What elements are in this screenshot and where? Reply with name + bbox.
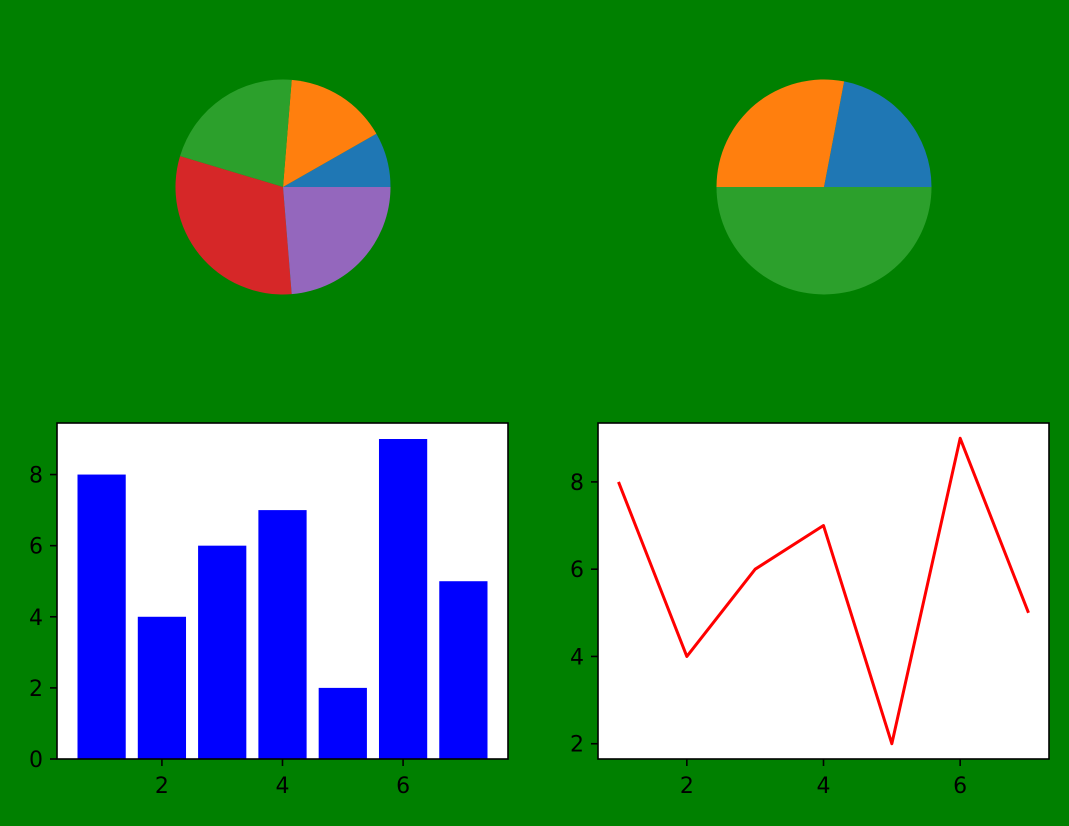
line-chart: 2 4 6 2 4 6 8 <box>570 422 1050 799</box>
bar-1 <box>77 474 126 759</box>
pie-left-slice-3 <box>180 79 292 187</box>
pie-left-slice-4 <box>175 156 292 295</box>
pie-left-slice-2 <box>283 79 377 187</box>
pie-left-slice-1 <box>283 133 391 187</box>
bar-7 <box>439 581 488 759</box>
line-chart-x-tick-label: 2 <box>680 774 694 799</box>
bar-3 <box>198 545 247 759</box>
bar-chart-y-tick-label: 8 <box>29 464 43 489</box>
bar-chart: 2 4 6 0 2 4 6 8 <box>29 422 509 799</box>
pie-left-slice-5 <box>283 187 391 295</box>
bar-chart-y-tick-label: 2 <box>29 677 43 702</box>
bar-6 <box>378 439 428 759</box>
bar-chart-x-tick-label: 4 <box>276 774 290 799</box>
pie-chart-left <box>175 79 391 295</box>
bar-chart-y-tick-label: 4 <box>29 606 43 631</box>
pie-right-slice-3 <box>716 187 932 295</box>
pie-right-slice-2 <box>716 79 845 187</box>
line-chart-y-tick-label: 6 <box>570 558 584 583</box>
bar-chart-y-tick-label: 6 <box>29 535 43 560</box>
pie-chart-right <box>716 79 932 295</box>
line-chart-x-tick-label: 4 <box>817 774 831 799</box>
bar-chart-x-tick-label: 2 <box>155 774 169 799</box>
bar-chart-x-tick-label: 6 <box>396 774 410 799</box>
bar-5 <box>318 687 367 759</box>
bar-4 <box>258 510 307 759</box>
line-chart-x-tick-label: 6 <box>953 774 967 799</box>
bar-2 <box>137 616 187 759</box>
line-chart-y-tick-label: 2 <box>570 733 584 758</box>
line-chart-y-tick-label: 4 <box>570 645 584 670</box>
pie-right-slice-1 <box>824 81 932 187</box>
line-chart-y-tick-label: 8 <box>570 471 584 496</box>
bar-chart-y-tick-label: 0 <box>29 748 43 773</box>
line-chart-plot-area <box>598 423 1049 759</box>
